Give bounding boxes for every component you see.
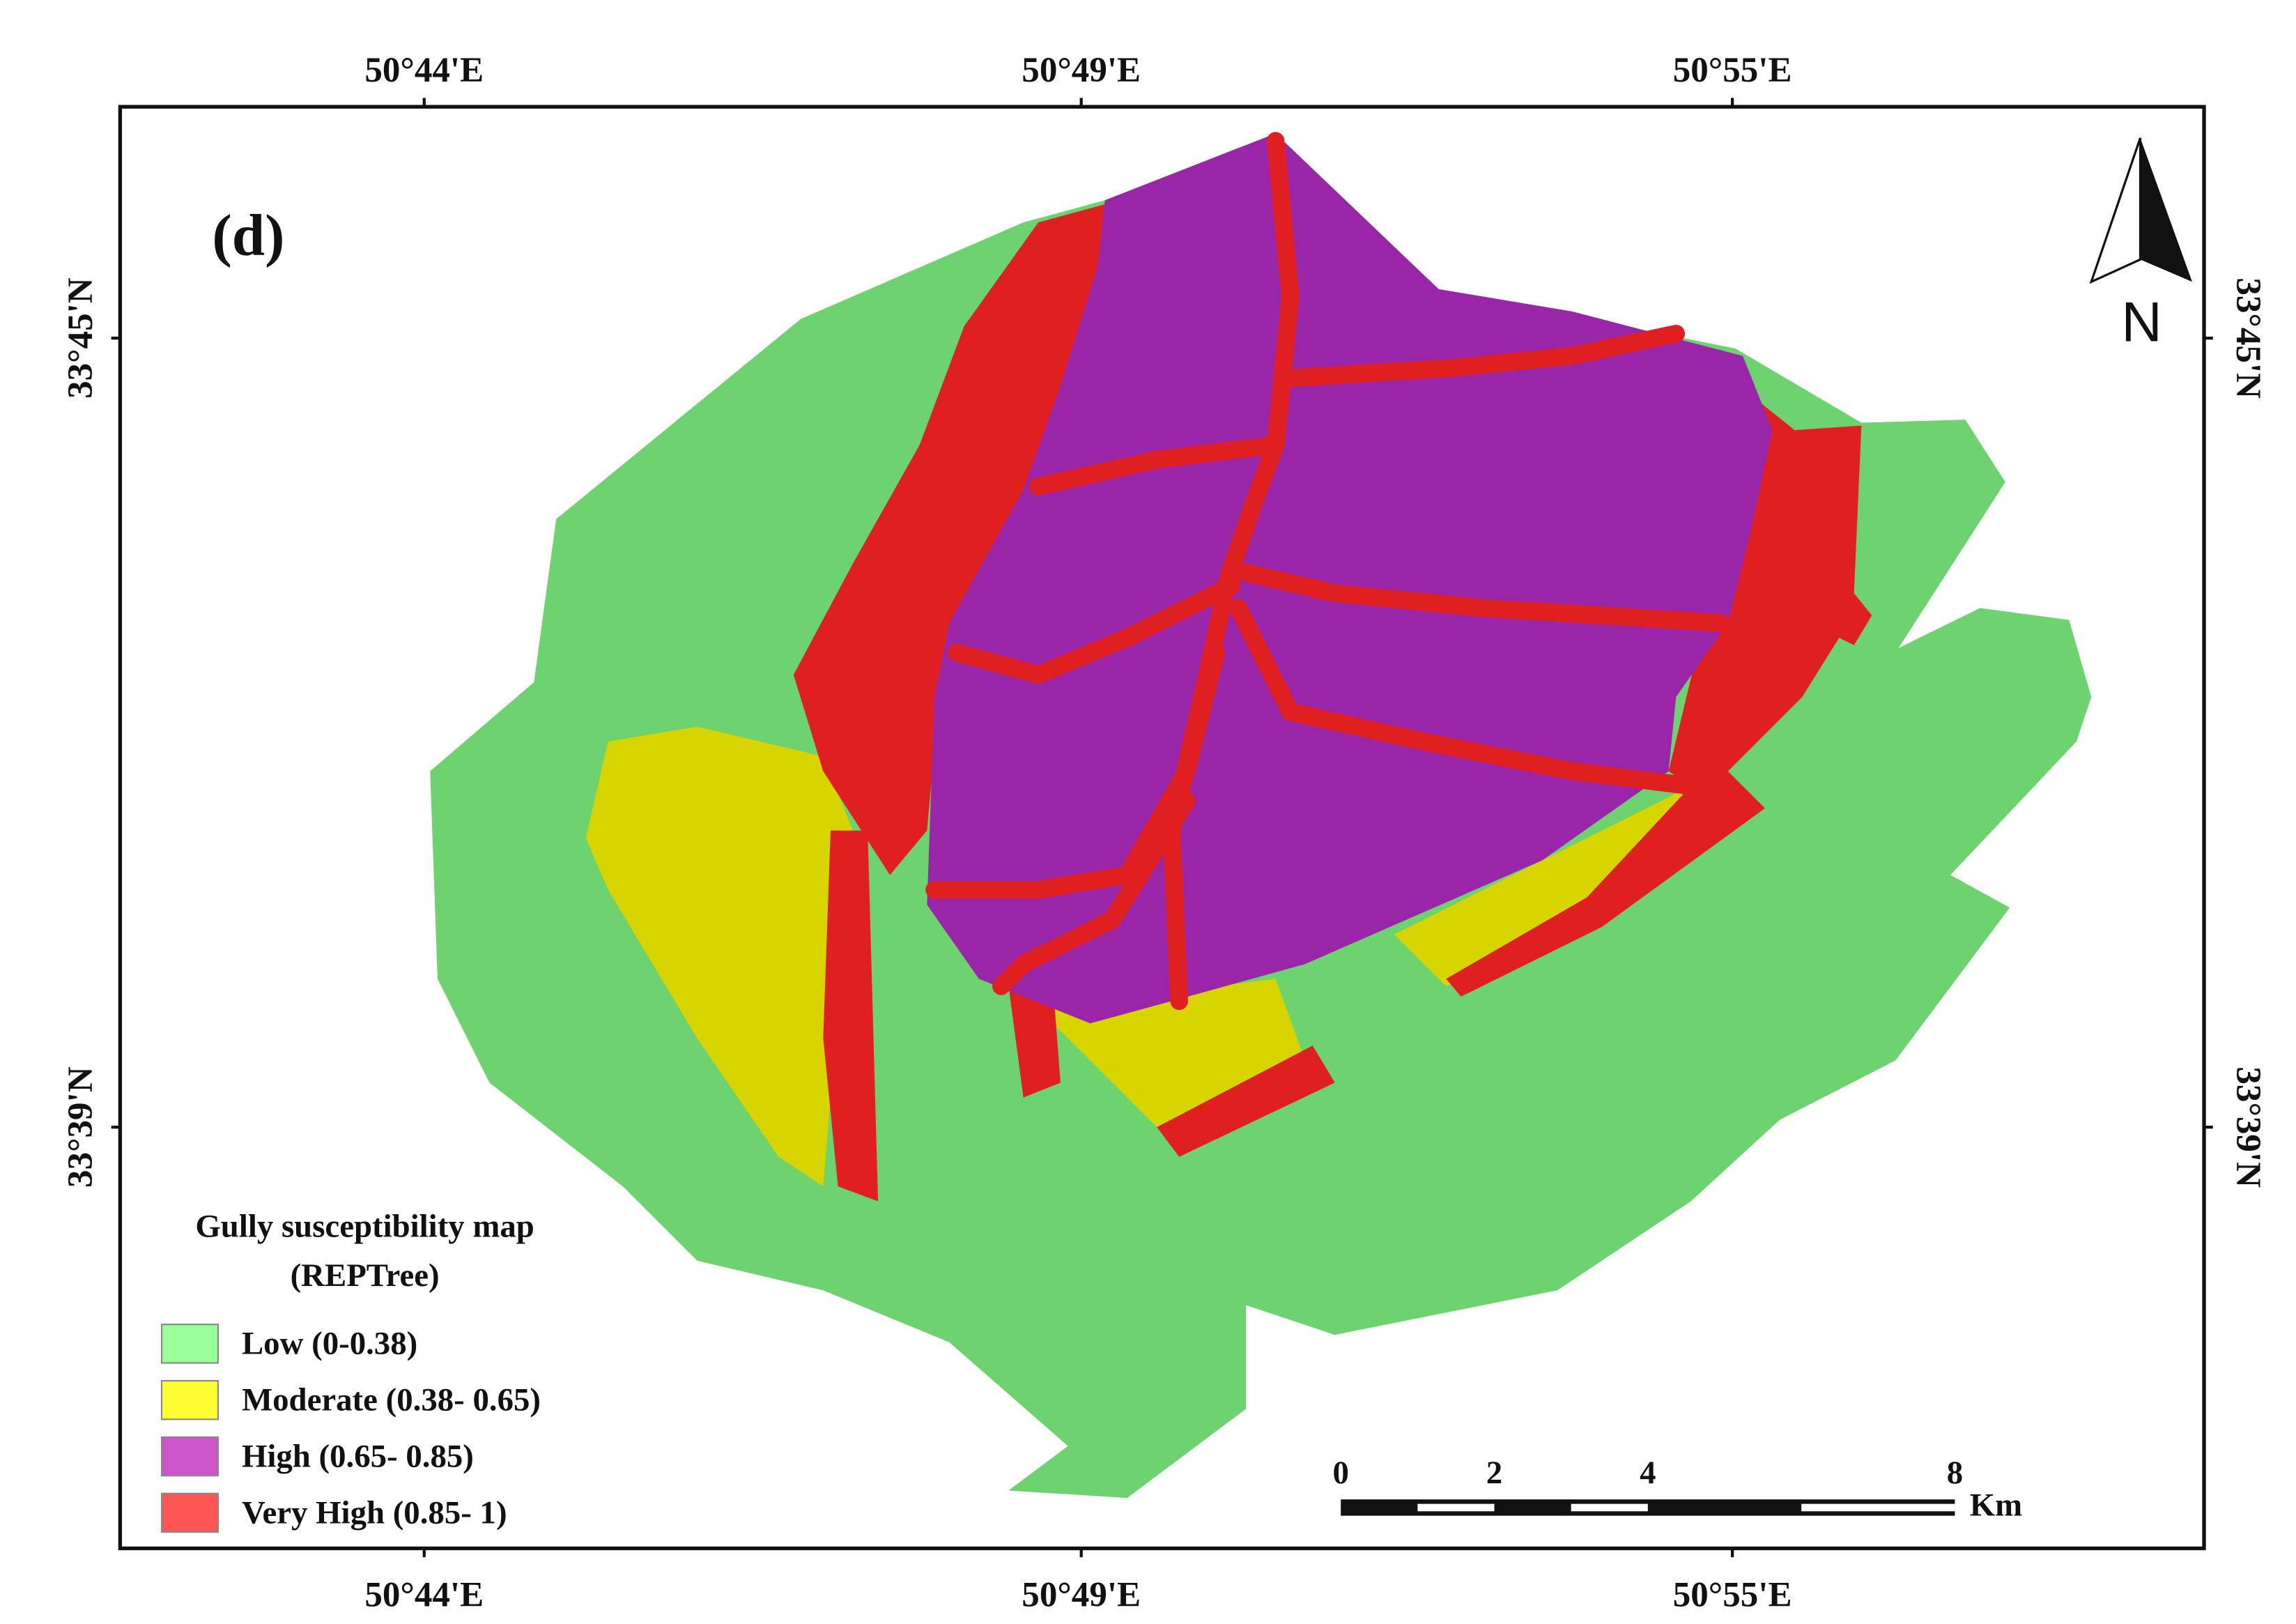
legend-swatch xyxy=(160,1492,219,1533)
north-arrow: N xyxy=(2089,137,2193,353)
very-high-zone xyxy=(1157,1045,1335,1157)
bottom-axis-label: 50°55'E xyxy=(1673,1575,1792,1614)
channel xyxy=(1029,436,1285,496)
very-high-zone xyxy=(823,830,879,1202)
very-high-zone xyxy=(1446,400,1872,997)
legend-swatch xyxy=(160,1379,219,1420)
legend-label: Very High (0.85- 1) xyxy=(242,1494,507,1531)
scale-bar-segment xyxy=(1801,1503,1955,1512)
legend: Gully susceptibility map (REPTree) Low (0-… xyxy=(160,1209,541,1533)
map-frame xyxy=(118,105,2206,1551)
channel xyxy=(992,792,1196,995)
north-arrow-right xyxy=(2140,137,2193,282)
scale-bar-label: 8 xyxy=(1947,1455,1963,1491)
left-axis-label: 33°45'N xyxy=(61,277,100,399)
legend-label: High (0.65- 0.85) xyxy=(242,1438,474,1474)
channel xyxy=(925,643,1226,899)
right-axis-label: 33°39'N xyxy=(2228,1066,2268,1188)
scale-bar: 0 2 4 8Km xyxy=(1333,1455,2023,1524)
channel xyxy=(1229,599,1700,795)
moderate-zone xyxy=(1394,786,1713,987)
legend-label: Low (0-0.38) xyxy=(242,1326,417,1362)
left-axis-label: 33°39'N xyxy=(61,1066,100,1188)
legend-label: Moderate (0.38- 0.65) xyxy=(242,1382,541,1418)
channel xyxy=(948,576,1240,684)
graticule-ticks xyxy=(111,98,2213,1558)
bottom-axis-label: 50°49'E xyxy=(1022,1575,1141,1614)
scale-bar-label: 2 xyxy=(1486,1455,1502,1491)
legend-swatch xyxy=(160,1436,219,1477)
bottom-axis-label: 50°44'E xyxy=(364,1575,484,1614)
panel-label: (d) xyxy=(212,203,284,268)
scale-bar-segment xyxy=(1571,1503,1648,1512)
legend-title: Gully susceptibility map xyxy=(195,1209,534,1245)
scale-bar-unit: Km xyxy=(1970,1487,2022,1524)
very-high-zone xyxy=(793,200,1120,875)
legend-title: (REPTree) xyxy=(291,1257,440,1294)
north-label: N xyxy=(2121,291,2162,353)
scale-bar-label: 4 xyxy=(1640,1455,1656,1491)
channels xyxy=(925,132,1729,1011)
channel xyxy=(1229,562,1729,632)
scale-bar-label: 0 xyxy=(1333,1455,1349,1491)
top-axis-label: 50°55'E xyxy=(1673,50,1792,90)
right-axis-label: 33°45'N xyxy=(2228,277,2268,399)
channel xyxy=(1281,325,1686,388)
very-high-zone xyxy=(1008,986,1061,1098)
moderate-zone xyxy=(585,726,853,1187)
scale-bar-segment xyxy=(1417,1503,1495,1512)
top-axis-label: 50°44'E xyxy=(364,50,484,90)
top-axis-label: 50°49'E xyxy=(1022,50,1141,90)
legend-swatch xyxy=(160,1324,219,1364)
